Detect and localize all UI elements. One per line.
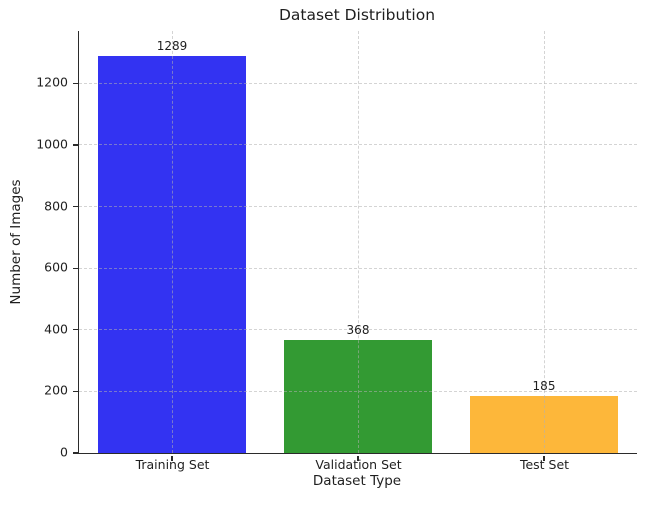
bar-value-label: 185 — [532, 379, 556, 393]
y-tick-label: 1200 — [36, 75, 68, 91]
y-tick-label: 800 — [44, 198, 68, 214]
y-tick-label: 1000 — [36, 136, 68, 152]
plot-area: 1289 368 185 — [72, 31, 637, 461]
x-axis-label: Dataset Type — [312, 473, 402, 489]
x-tick-mark — [543, 456, 545, 461]
y-tick-mark — [72, 267, 78, 269]
gridline-vertical — [357, 31, 359, 453]
y-tick-label: 400 — [44, 321, 68, 337]
gridline-vertical — [171, 31, 173, 453]
gridline-vertical — [543, 31, 545, 453]
chart-title: Dataset Distribution — [278, 6, 436, 24]
y-tick-label: 600 — [44, 259, 68, 275]
y-tick-mark — [72, 329, 78, 331]
y-tick-mark — [72, 390, 78, 393]
bar-value-label: 1289 — [156, 38, 188, 53]
x-tick-label-validation-set: Validation Set — [315, 457, 402, 472]
y-tick-mark — [72, 82, 78, 84]
bar-value-label: 368 — [346, 322, 370, 337]
y-axis-label: Number of Images — [8, 179, 24, 305]
x-tick-label-test-set: Test Set — [519, 457, 570, 472]
y-tick-mark — [72, 205, 78, 208]
x-tick-label-training-set: Training Set — [135, 457, 210, 472]
y-tick-label: 0 — [60, 444, 68, 460]
y-tick-label: 200 — [44, 383, 68, 399]
y-tick-mark — [72, 452, 78, 454]
x-tick-mark — [171, 456, 173, 461]
y-tick-mark — [72, 144, 78, 146]
x-tick-mark — [357, 456, 359, 461]
